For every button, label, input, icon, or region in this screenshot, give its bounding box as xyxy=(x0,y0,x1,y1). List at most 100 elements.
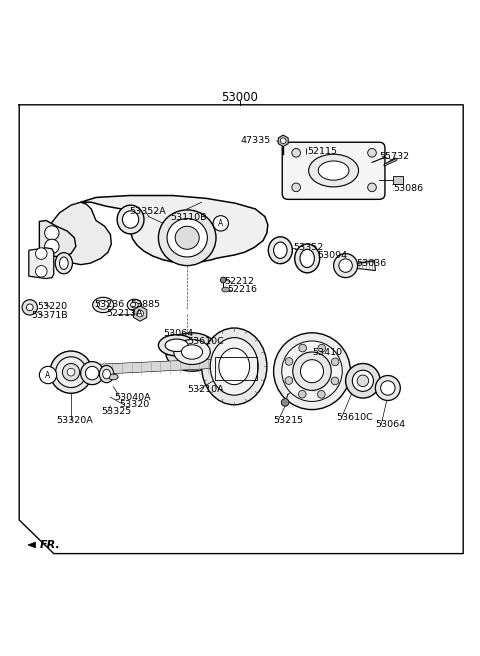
Ellipse shape xyxy=(210,338,258,395)
Circle shape xyxy=(56,357,86,388)
Ellipse shape xyxy=(108,374,118,380)
Circle shape xyxy=(39,367,57,384)
Text: 53885: 53885 xyxy=(131,300,161,310)
Text: 53215: 53215 xyxy=(274,416,304,424)
Circle shape xyxy=(318,344,325,352)
Polygon shape xyxy=(278,135,288,146)
Polygon shape xyxy=(384,158,397,166)
Text: 53352A: 53352A xyxy=(130,207,167,216)
Text: 53064: 53064 xyxy=(163,329,193,338)
Polygon shape xyxy=(133,306,147,321)
Ellipse shape xyxy=(127,299,142,311)
Circle shape xyxy=(85,367,99,380)
Circle shape xyxy=(280,138,286,144)
Circle shape xyxy=(62,363,80,380)
Text: 53086: 53086 xyxy=(394,184,424,194)
Ellipse shape xyxy=(300,249,314,268)
Text: A: A xyxy=(46,371,50,380)
Text: 53236: 53236 xyxy=(94,300,124,310)
Ellipse shape xyxy=(103,369,110,379)
Ellipse shape xyxy=(295,244,320,273)
Circle shape xyxy=(36,266,47,277)
FancyBboxPatch shape xyxy=(282,142,385,199)
Text: 53325: 53325 xyxy=(101,407,131,417)
Circle shape xyxy=(300,359,324,382)
Text: 47335: 47335 xyxy=(241,136,271,145)
Circle shape xyxy=(317,390,325,398)
Text: 53352: 53352 xyxy=(293,243,323,252)
Circle shape xyxy=(368,183,376,192)
Circle shape xyxy=(285,377,293,384)
Ellipse shape xyxy=(274,242,287,258)
Ellipse shape xyxy=(309,154,359,187)
Text: 53210A: 53210A xyxy=(187,385,224,394)
Circle shape xyxy=(299,344,307,352)
Ellipse shape xyxy=(131,302,138,308)
Polygon shape xyxy=(393,176,403,184)
Polygon shape xyxy=(81,195,268,263)
Circle shape xyxy=(293,352,331,390)
Text: 53220: 53220 xyxy=(37,302,68,312)
Text: 52212: 52212 xyxy=(225,277,254,287)
Text: 55732: 55732 xyxy=(379,152,409,161)
Ellipse shape xyxy=(167,218,207,257)
Text: 52216: 52216 xyxy=(228,285,257,294)
Circle shape xyxy=(331,358,339,365)
Ellipse shape xyxy=(158,210,216,266)
Polygon shape xyxy=(29,248,54,279)
Ellipse shape xyxy=(166,333,218,371)
Circle shape xyxy=(67,368,75,376)
Text: 53610C: 53610C xyxy=(187,337,224,346)
Text: 53320: 53320 xyxy=(119,400,149,409)
Ellipse shape xyxy=(117,205,144,234)
Text: 53410: 53410 xyxy=(312,348,342,358)
Circle shape xyxy=(381,380,395,395)
Circle shape xyxy=(292,183,300,192)
Circle shape xyxy=(292,148,300,157)
Circle shape xyxy=(45,226,59,240)
Text: 53064: 53064 xyxy=(375,420,406,430)
Circle shape xyxy=(36,248,47,259)
Circle shape xyxy=(26,304,33,311)
Circle shape xyxy=(281,399,289,406)
Circle shape xyxy=(334,254,358,277)
Ellipse shape xyxy=(174,340,210,365)
Text: FR.: FR. xyxy=(39,540,60,550)
Ellipse shape xyxy=(219,348,250,384)
Ellipse shape xyxy=(122,211,139,228)
Ellipse shape xyxy=(158,335,195,356)
Circle shape xyxy=(50,351,92,394)
Circle shape xyxy=(274,333,350,409)
Circle shape xyxy=(213,216,228,231)
Circle shape xyxy=(352,370,373,392)
Circle shape xyxy=(22,300,37,315)
Circle shape xyxy=(339,259,352,272)
Ellipse shape xyxy=(175,226,199,249)
Circle shape xyxy=(357,375,369,386)
Text: 53094: 53094 xyxy=(317,251,347,260)
Ellipse shape xyxy=(55,253,72,274)
Circle shape xyxy=(346,363,380,398)
Circle shape xyxy=(375,375,400,400)
Ellipse shape xyxy=(97,300,109,309)
Polygon shape xyxy=(48,202,111,264)
Circle shape xyxy=(45,239,59,254)
Circle shape xyxy=(81,361,104,384)
Circle shape xyxy=(285,358,293,365)
Text: 53000: 53000 xyxy=(222,91,258,104)
Text: 53320A: 53320A xyxy=(57,416,94,424)
Text: 53040A: 53040A xyxy=(114,393,151,401)
Text: 53036: 53036 xyxy=(356,259,386,268)
Circle shape xyxy=(282,341,342,401)
Circle shape xyxy=(137,310,144,317)
Ellipse shape xyxy=(181,345,203,359)
Ellipse shape xyxy=(222,287,229,292)
Ellipse shape xyxy=(93,297,114,313)
Polygon shape xyxy=(28,542,36,548)
Text: A: A xyxy=(218,219,223,228)
Circle shape xyxy=(331,377,339,385)
Text: 53610C: 53610C xyxy=(336,413,373,422)
Text: 52213A: 52213A xyxy=(107,309,143,318)
Ellipse shape xyxy=(318,161,349,180)
Ellipse shape xyxy=(268,237,292,264)
